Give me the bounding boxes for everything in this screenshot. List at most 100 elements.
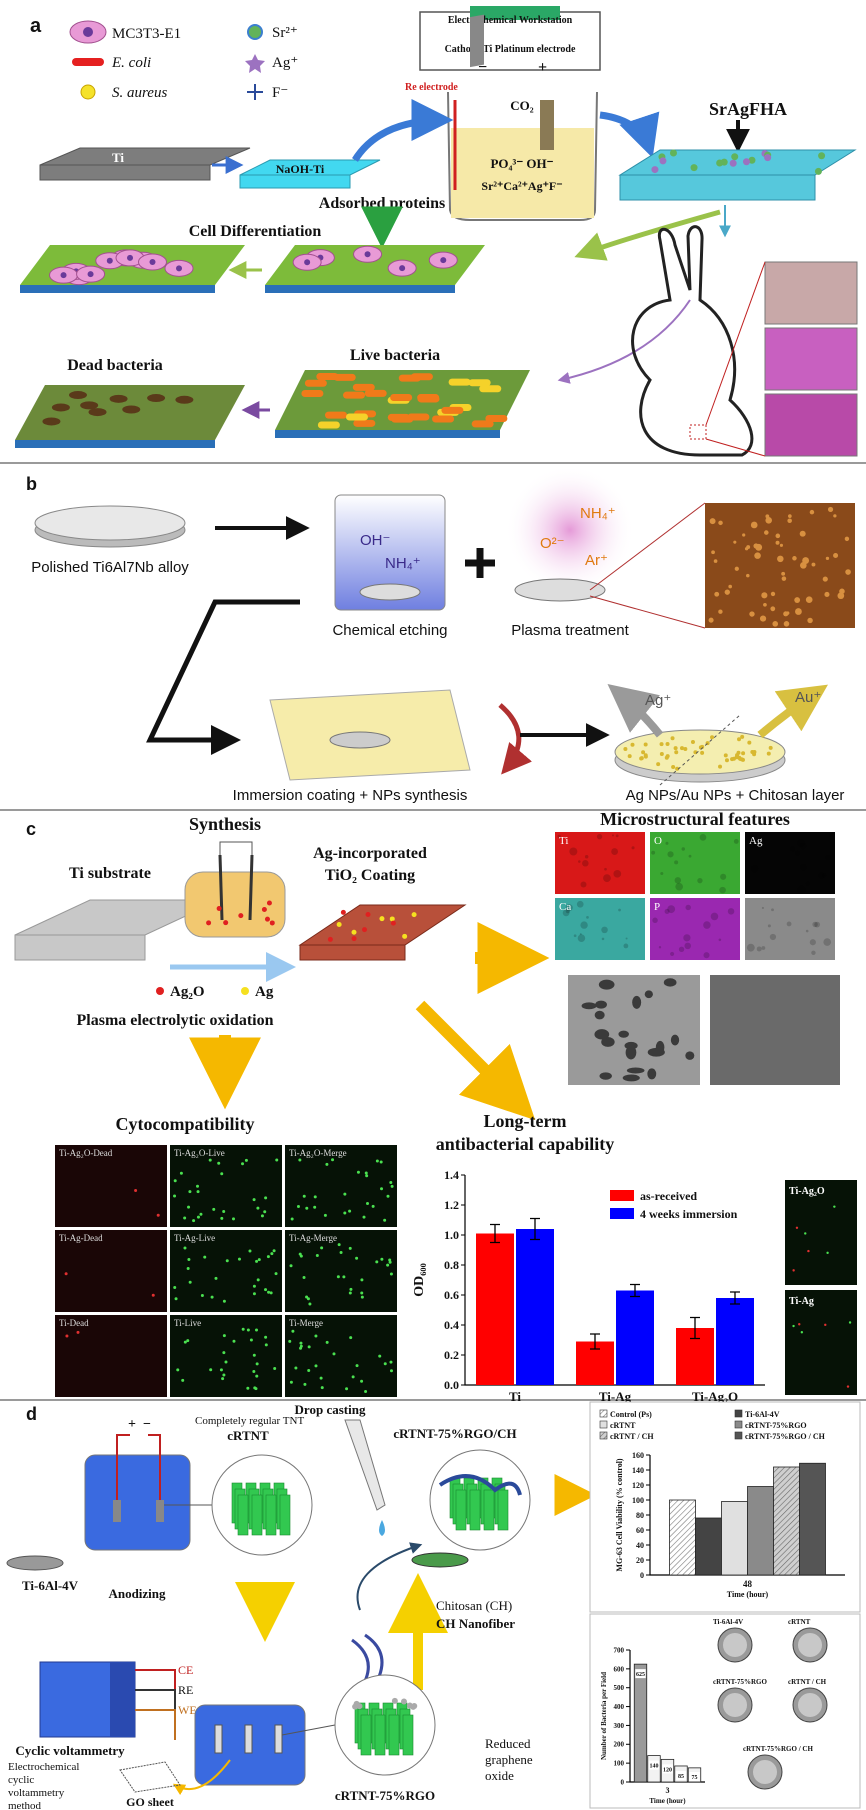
stained-cell [365,1174,369,1178]
arrow [415,1000,536,1121]
side-image [785,1290,857,1395]
stained-cell [173,1285,177,1289]
error-bar [690,1316,700,1340]
label: Electrochemical [8,1761,79,1773]
label: Chemical etching [332,622,447,639]
plus-sign [465,548,495,578]
stained-cell [380,1187,384,1191]
eds-speckle [675,882,684,891]
step-label: Adsorbed proteins [319,195,445,212]
label: Ag [255,984,274,1000]
value-label-bg [648,1760,660,1770]
legend-swatch [610,1208,634,1219]
stained-cell [252,1284,256,1288]
nanoparticle [665,742,670,747]
stained-cell [252,1369,256,1373]
particle [379,916,385,922]
dead-bacterium [88,408,107,417]
stained-cell [320,1386,324,1390]
stained-cell [176,1368,180,1372]
micrograph-grain [787,518,792,524]
eds-speckle [750,839,757,845]
live-bacterium [398,374,421,382]
nanoparticle [737,737,742,742]
micrograph-grain [794,597,801,603]
stained-cell [313,1195,317,1199]
bar [799,1462,826,1576]
legend-label: cRTNT-75%RGO / CH [745,1432,826,1441]
label: Ag⁺ [645,692,671,709]
label: PO₄³⁻ OH⁻ [490,156,553,171]
live-bacterium [390,393,413,401]
stained-cell [331,1158,335,1162]
stained-cell [290,1217,294,1221]
legend-label: MC3T3-E1 [112,26,181,42]
micrograph-grain [764,530,769,535]
stained-cell [299,1254,303,1258]
dead-bacterium [68,391,87,400]
eds-speckle [805,929,809,933]
nanoparticle [656,762,661,767]
eds-label: Ag [749,835,763,847]
stained-cell [64,1272,68,1276]
stained-cell [269,1291,273,1295]
stained-cell [355,1364,359,1368]
eds-label: P [654,901,660,913]
eds-speckle [719,886,726,894]
bar [516,1229,554,1385]
micrograph-grain [746,573,750,578]
label: NH₄⁺ [385,555,421,572]
stained-cell [260,1214,264,1218]
y-tick-label: 80 [636,1511,644,1520]
live-bacterium [343,391,366,399]
micrograph-grain [785,611,790,615]
eds-map [650,898,740,960]
eds-label: Ca [559,901,571,913]
stained-cell [302,1275,306,1279]
particle [390,920,396,926]
stained-cell [264,1196,268,1200]
nucleus [440,257,447,264]
stained-cell [272,1249,276,1253]
stained-cell [264,1343,268,1347]
label: Polished Ti6Al7Nb alloy [31,559,189,576]
legend-label: F⁻ [272,85,288,101]
label: Microstructural features [600,809,790,829]
micrograph-grain [802,557,810,564]
stained-cell [846,1385,850,1388]
stained-cell [246,1386,250,1390]
y-axis-label: MG-63 Cell Viability (% control) [615,1458,624,1572]
legend-label: as-received [640,1189,697,1203]
curved-arrow [356,1542,423,1611]
eds-speckle [618,908,621,912]
live-bacterium [407,413,430,421]
legend-label: cRTNT-75%RGO [745,1421,807,1430]
stained-cell [209,1368,213,1372]
stained-cell [255,1259,259,1263]
eds-speckle [569,847,578,856]
bar-hatch [773,1467,800,1575]
cathode [470,14,484,68]
eds-speckle [797,839,805,847]
y-tick-label: 160 [632,1451,644,1460]
stained-cell [360,1291,364,1295]
stained-cell [186,1267,190,1271]
micrograph-grain [714,591,720,597]
y-axis-label: OD₆₀₀ [412,1263,427,1297]
micrograph-grain [770,606,776,612]
stained-cell [345,1387,349,1391]
fluorescence-label: Ti-Merge [289,1318,323,1328]
x-tick-label: Ti-Ag₂O [692,1389,738,1404]
y-tick-label: 140 [632,1466,644,1475]
stained-cell [824,1323,827,1327]
stained-cell [224,1360,228,1364]
stained-cell [174,1297,178,1301]
stained-cell [343,1192,347,1196]
label: Anodizing [108,1586,166,1601]
y-tick-label: 0.6 [444,1288,459,1302]
micrograph-grain [746,545,751,550]
micrograph-grain [724,589,730,595]
etch-sample [359,583,421,601]
stained-cell [360,1278,364,1282]
ti-slab [39,147,251,181]
